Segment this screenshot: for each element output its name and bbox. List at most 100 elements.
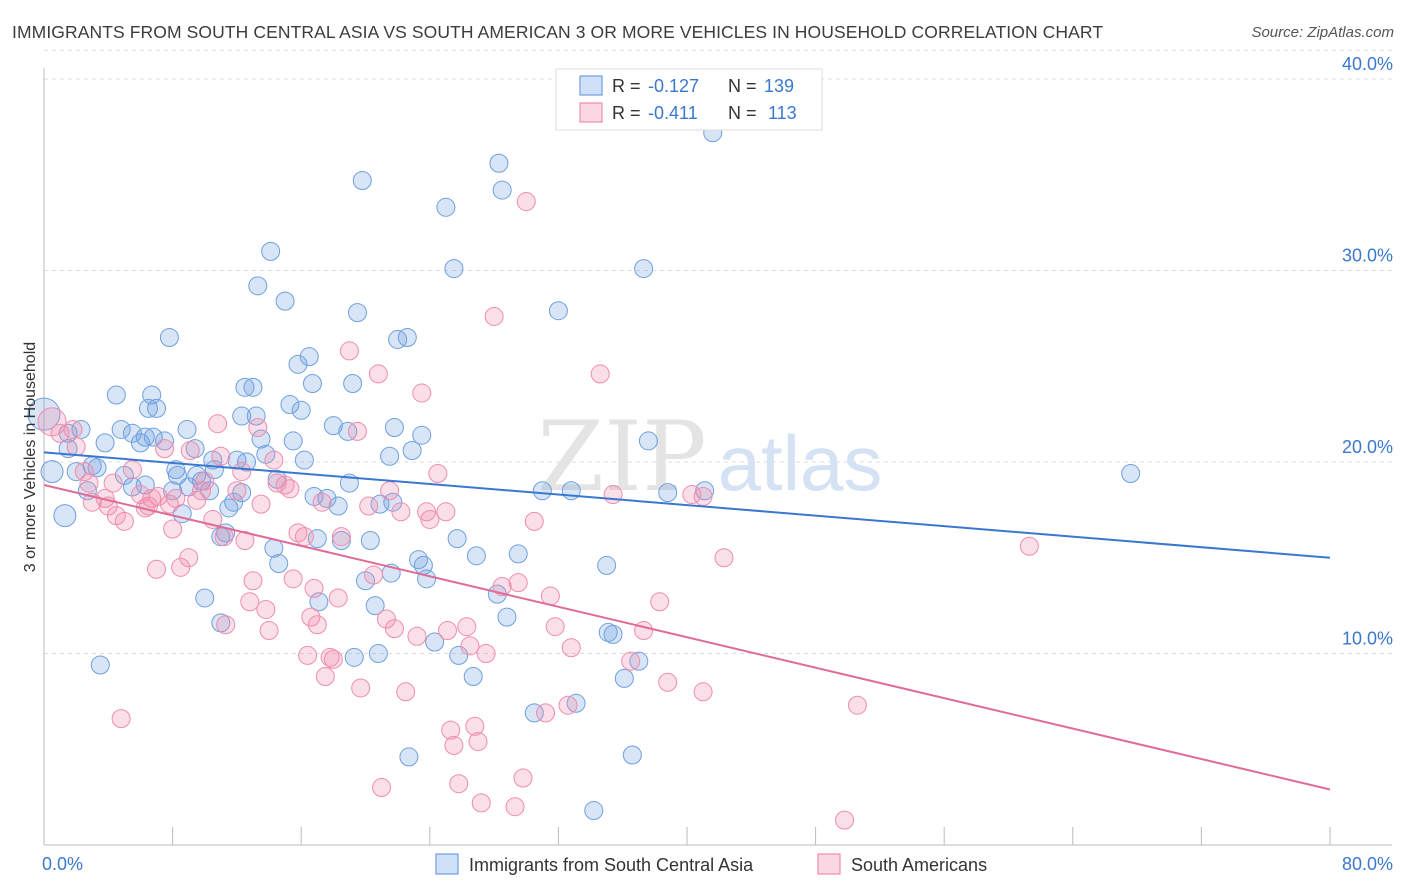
trend-lines bbox=[43, 451, 1331, 791]
data-point bbox=[847, 695, 867, 715]
data-point bbox=[508, 573, 528, 593]
data-point bbox=[122, 460, 142, 480]
x-tick-label: 0.0% bbox=[42, 854, 83, 874]
data-point bbox=[142, 488, 162, 508]
data-point bbox=[384, 418, 404, 438]
data-point bbox=[339, 341, 359, 361]
data-point bbox=[200, 481, 220, 501]
data-point bbox=[364, 565, 384, 585]
data-point bbox=[1019, 536, 1039, 556]
data-point bbox=[638, 431, 658, 451]
data-point bbox=[259, 621, 279, 641]
data-point bbox=[497, 607, 517, 627]
data-point bbox=[294, 450, 314, 470]
data-point bbox=[629, 651, 649, 671]
data-point bbox=[360, 531, 380, 551]
data-point bbox=[90, 655, 110, 675]
data-point bbox=[166, 488, 186, 508]
data-point bbox=[516, 192, 536, 212]
data-point bbox=[135, 427, 155, 447]
legend-n-label-pink: N = bbox=[728, 103, 757, 123]
data-point bbox=[232, 406, 252, 426]
data-point bbox=[235, 377, 255, 397]
data-point bbox=[275, 291, 295, 311]
data-point bbox=[396, 682, 416, 702]
data-point bbox=[243, 377, 263, 397]
series-legend-label-pink: South Americans bbox=[851, 855, 987, 875]
data-point bbox=[77, 481, 97, 501]
correlation-legend: R = -0.127 N = 139 R = -0.411 N = 113 bbox=[555, 68, 823, 131]
data-point bbox=[352, 170, 372, 190]
data-point bbox=[437, 621, 457, 641]
data-point bbox=[248, 418, 268, 438]
data-point bbox=[195, 588, 215, 608]
data-point bbox=[232, 462, 252, 482]
legend-n-value-pink: 113 bbox=[768, 103, 797, 123]
data-point bbox=[468, 732, 488, 752]
data-point bbox=[320, 647, 340, 667]
data-point bbox=[524, 703, 544, 723]
data-point bbox=[561, 638, 581, 658]
data-point bbox=[484, 306, 504, 326]
data-point bbox=[714, 548, 734, 568]
data-point bbox=[384, 619, 404, 639]
data-point bbox=[74, 462, 94, 482]
data-point bbox=[693, 486, 713, 506]
data-point bbox=[163, 519, 183, 539]
legend-swatch-pink bbox=[579, 102, 603, 123]
y-tick-label: 40.0% bbox=[1342, 54, 1393, 74]
data-point bbox=[269, 553, 289, 573]
data-point bbox=[417, 569, 437, 589]
data-point bbox=[167, 465, 187, 485]
data-point bbox=[466, 546, 486, 566]
data-point bbox=[524, 511, 544, 531]
data-point bbox=[368, 644, 388, 663]
data-point bbox=[471, 793, 491, 813]
data-point bbox=[37, 407, 67, 437]
data-point bbox=[436, 502, 456, 522]
data-point bbox=[264, 450, 284, 470]
data-point bbox=[323, 416, 343, 436]
data-point bbox=[449, 774, 469, 794]
data-point bbox=[328, 588, 348, 608]
data-point bbox=[492, 180, 512, 200]
data-point bbox=[111, 419, 131, 439]
data-point bbox=[425, 632, 445, 652]
data-point bbox=[256, 599, 276, 619]
data-point bbox=[280, 479, 300, 499]
data-point bbox=[441, 720, 461, 740]
data-point bbox=[261, 241, 281, 261]
data-point bbox=[343, 373, 363, 393]
data-point bbox=[280, 395, 300, 415]
data-point bbox=[621, 651, 641, 671]
data-point bbox=[449, 645, 469, 665]
data-point bbox=[147, 398, 167, 418]
data-point bbox=[294, 527, 314, 547]
data-point bbox=[283, 569, 303, 589]
data-point bbox=[195, 471, 215, 491]
data-point bbox=[532, 481, 552, 501]
data-point bbox=[237, 452, 257, 472]
data-point bbox=[359, 496, 379, 516]
data-point bbox=[492, 576, 512, 596]
data-point bbox=[558, 695, 578, 715]
legend-swatch-blue bbox=[579, 75, 603, 96]
data-point bbox=[251, 429, 271, 449]
data-point bbox=[383, 492, 403, 512]
data-point bbox=[331, 527, 351, 547]
data-point bbox=[376, 609, 396, 629]
data-point bbox=[603, 485, 623, 505]
y-tick-label: 30.0% bbox=[1342, 246, 1393, 266]
data-point bbox=[155, 431, 175, 451]
data-point bbox=[288, 354, 308, 374]
data-point bbox=[420, 509, 440, 529]
data-point bbox=[380, 446, 400, 466]
data-point bbox=[658, 672, 678, 692]
data-point bbox=[399, 747, 419, 767]
grid-lines bbox=[44, 49, 1392, 654]
data-point bbox=[347, 303, 367, 323]
series-legend-swatch-blue bbox=[435, 853, 459, 875]
data-point bbox=[412, 383, 432, 403]
data-point bbox=[71, 419, 91, 439]
data-point bbox=[622, 745, 642, 765]
